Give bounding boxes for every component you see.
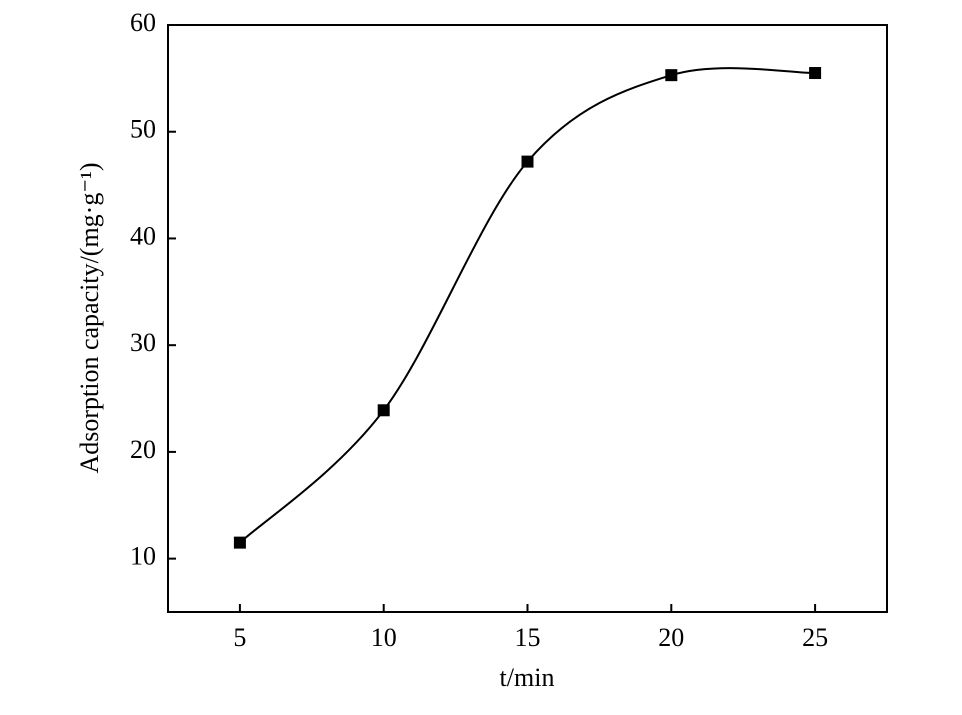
marker [233,536,246,549]
x-tick-label: 25 [802,623,828,652]
y-tick-label: 20 [130,435,156,464]
marker [809,67,822,80]
plot-frame [167,24,888,613]
x-tick-label: 10 [371,623,397,652]
line [239,67,816,544]
marker [521,155,534,168]
marker [377,404,390,417]
marker [665,69,678,82]
y-tick-label: 60 [130,8,156,37]
y-tick-label: 50 [130,115,156,144]
y-tick-label: 10 [130,542,156,571]
x-axis-label: t/min [500,663,555,692]
x-tick-label: 15 [515,623,541,652]
y-tick-label: 40 [130,221,156,250]
x-tick-label: 5 [233,623,246,652]
y-axis-label: Adsorption capacity/(mg·g⁻¹) [75,162,104,473]
x-tick-label: 20 [658,623,684,652]
y-tick-label: 30 [130,328,156,357]
